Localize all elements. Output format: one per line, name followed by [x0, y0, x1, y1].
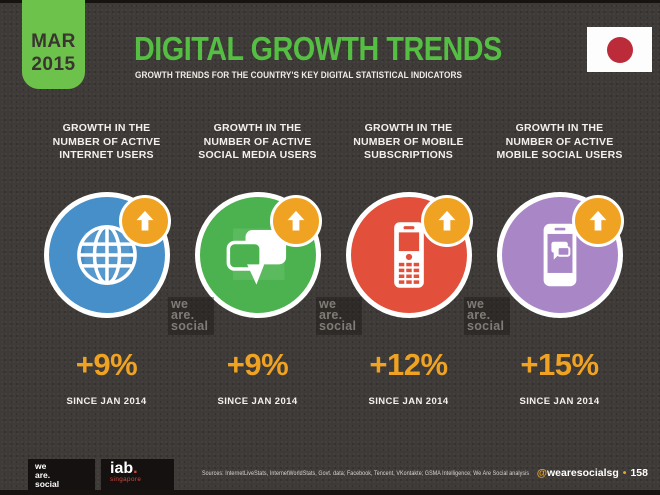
growth-baseline: SINCE JAN 2014 [217, 396, 298, 407]
mobile-subscriptions-circle [345, 192, 473, 318]
growth-up-arrow-icon [420, 195, 473, 247]
growth-baseline: SINCE JAN 2014 [66, 396, 147, 407]
mobile-social-circle [496, 192, 624, 318]
bottom-border-strip [0, 490, 660, 495]
watermark-line: we [319, 297, 337, 311]
watermark-wearesocial: we are. social [316, 297, 362, 335]
watermark-line: social [319, 319, 357, 333]
growth-value: +9% [226, 347, 289, 382]
japan-flag-sun [606, 36, 633, 63]
globe-icon [76, 225, 137, 285]
sources-text: Sources: InternetLiveStats, InternetWorl… [202, 470, 530, 477]
iab-subtitle: singapore [110, 476, 142, 483]
growth-value: +15% [520, 347, 599, 382]
growth-baseline: SINCE JAN 2014 [368, 396, 449, 407]
indicator-columns: GROWTH IN THE NUMBER OF ACTIVE INTERNET … [31, 122, 635, 407]
label-line: NUMBER OF ACTIVE [505, 135, 614, 148]
indicator-label: GROWTH IN THE NUMBER OF ACTIVE SOCIAL ME… [182, 122, 333, 166]
watermark-line: we [171, 297, 189, 311]
page-number: 158 [630, 467, 648, 479]
growth-value: +12% [369, 347, 448, 382]
indicator-label: GROWTH IN THE NUMBER OF MOBILE SUBSCRIPT… [333, 122, 484, 166]
japan-flag-icon [587, 27, 652, 72]
watermark-line: are. [319, 308, 343, 322]
iab-dot: . [133, 460, 138, 477]
column-internet-users: GROWTH IN THE NUMBER OF ACTIVE INTERNET … [31, 122, 182, 407]
iab-singapore-logo: iab. singapore [101, 459, 174, 490]
at-icon: @ [536, 467, 547, 479]
date-badge: MAR 2015 [22, 0, 85, 89]
watermark-wearesocial: we are. social [464, 297, 510, 335]
label-line: SOCIAL MEDIA USERS [198, 149, 317, 161]
iab-logo-text: iab. [110, 460, 174, 477]
indicator-label: GROWTH IN THE NUMBER OF ACTIVE INTERNET … [31, 122, 182, 166]
label-line: MOBILE SOCIAL USERS [496, 149, 623, 161]
social-handle: @wearesocialsg • 158 [537, 467, 648, 479]
social-media-circle [194, 192, 322, 318]
growth-up-arrow-icon [118, 195, 171, 247]
mobile-phone-icon [393, 222, 424, 288]
internet-users-circle [43, 192, 171, 318]
date-badge-year: 2015 [31, 54, 76, 75]
label-line: NUMBER OF ACTIVE [52, 135, 161, 148]
top-border-strip [0, 0, 660, 3]
handle-name: wearesocialsg [546, 467, 619, 479]
page-subtitle: GROWTH TRENDS FOR THE COUNTRY'S KEY DIGI… [135, 70, 463, 80]
label-line: NUMBER OF ACTIVE [203, 135, 312, 148]
growth-up-arrow-icon [571, 195, 624, 247]
watermark-line: are. [467, 308, 491, 322]
label-line: GROWTH IN THE [364, 122, 453, 134]
growth-value: +9% [75, 347, 138, 382]
label-line: GROWTH IN THE [213, 122, 302, 134]
label-line: GROWTH IN THE [515, 122, 604, 134]
watermark-line: social [467, 319, 505, 333]
logo-line: are. [35, 469, 51, 480]
watermark-line: are. [171, 308, 195, 322]
logo-line: social [35, 478, 60, 489]
iab-name: iab [110, 460, 134, 477]
label-line: NUMBER OF MOBILE [353, 135, 464, 148]
watermark-wearesocial: we are. social [168, 297, 214, 335]
page-title: DIGITAL GROWTH TRENDS [134, 30, 502, 67]
separator-dot: • [622, 467, 627, 479]
column-mobile-social-users: GROWTH IN THE NUMBER OF ACTIVE MOBILE SO… [484, 122, 635, 407]
column-mobile-subscriptions: GROWTH IN THE NUMBER OF MOBILE SUBSCRIPT… [333, 122, 484, 407]
wearesocial-logo: we are. social [28, 459, 95, 490]
mobile-social-icon [543, 223, 576, 287]
date-badge-month: MAR [31, 31, 76, 52]
label-line: SUBSCRIPTIONS [364, 149, 453, 161]
indicator-label: GROWTH IN THE NUMBER OF ACTIVE MOBILE SO… [484, 122, 635, 166]
watermark-line: we [467, 297, 485, 311]
logo-line: we [35, 461, 47, 471]
label-line: GROWTH IN THE [62, 122, 151, 134]
growth-up-arrow-icon [269, 195, 322, 247]
watermark-line: social [171, 319, 209, 333]
growth-baseline: SINCE JAN 2014 [519, 396, 600, 407]
label-line: INTERNET USERS [59, 149, 154, 161]
column-social-media-users: GROWTH IN THE NUMBER OF ACTIVE SOCIAL ME… [182, 122, 333, 407]
